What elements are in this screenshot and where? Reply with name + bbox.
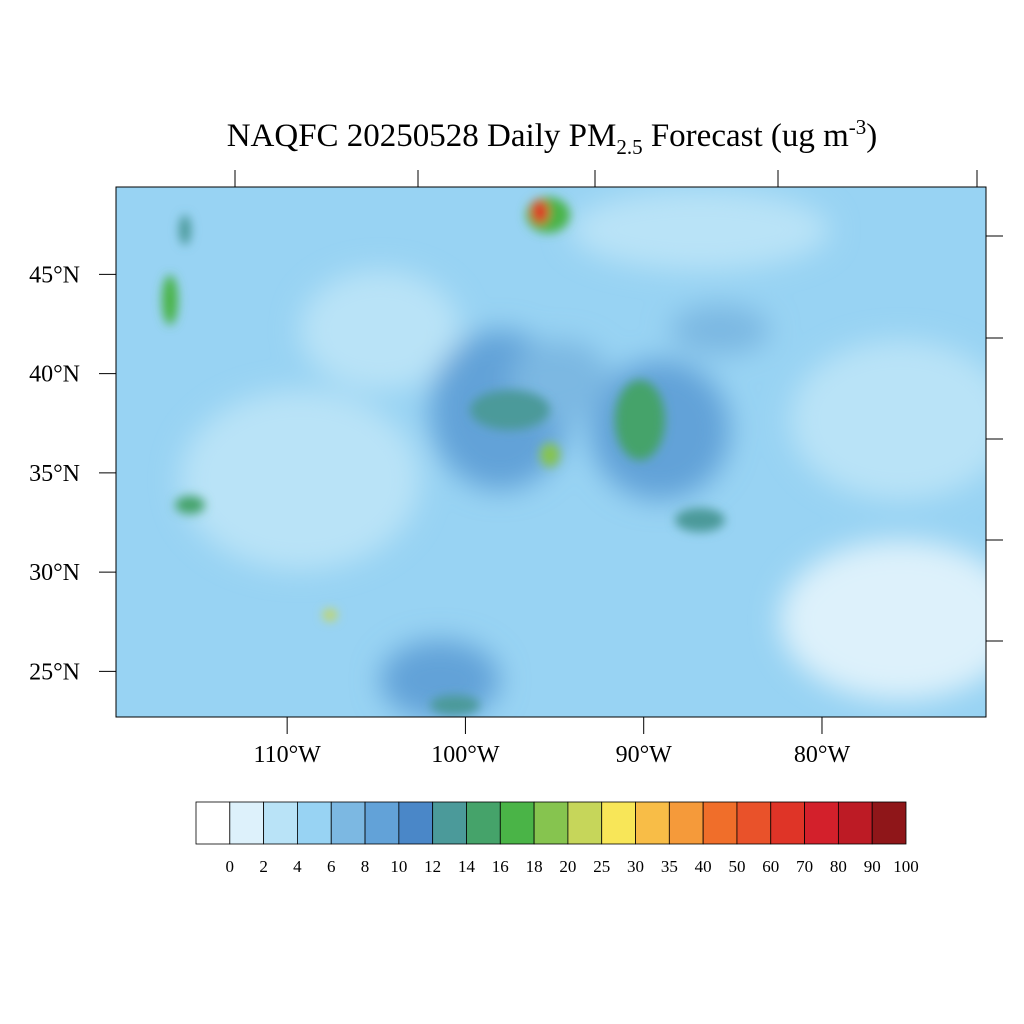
colorbar-box — [736, 801, 772, 845]
colorbar-label: 25 — [593, 857, 610, 876]
colorbar-box — [499, 801, 535, 845]
colorbar: 0 2 4 6 8 10 12 14 16 18 20 25 30 35 40 50 60 70 80 90 100 — [195, 801, 919, 876]
x-tick-label: 110°W — [253, 742, 321, 768]
colorbar-label: 35 — [661, 857, 678, 876]
y-tick-label: 40°N — [29, 362, 80, 388]
colorbar-box — [567, 801, 603, 845]
frame-ticks — [234, 170, 1003, 642]
colorbar-box — [297, 801, 332, 845]
title-main: NAQFC 20250528 Daily PM — [227, 118, 617, 154]
colorbar-label: 0 — [226, 857, 235, 876]
colorbar-label: 40 — [695, 857, 712, 876]
colorbar-label: 70 — [796, 857, 813, 876]
title-middle: Forecast (ug m — [643, 118, 850, 154]
colorbar-box — [804, 801, 839, 845]
colorbar-label: 8 — [361, 857, 370, 876]
title: NAQFC 20250528 Daily PM2.5 Forecast (ug … — [227, 115, 878, 159]
colorbar-box — [770, 801, 805, 845]
colorbar-box — [533, 801, 569, 845]
colorbar-label: 16 — [492, 857, 509, 876]
colorbar-box — [668, 801, 704, 845]
y-tick-label: 45°N — [29, 262, 80, 288]
colorbar-label: 18 — [526, 857, 543, 876]
title-subscript: 2.5 — [616, 135, 642, 159]
colorbar-box — [466, 801, 501, 845]
colorbar-box — [398, 801, 434, 845]
colorbar-label: 20 — [559, 857, 576, 876]
colorbar-label: 14 — [458, 857, 476, 876]
colorbar-label: 60 — [762, 857, 779, 876]
colorbar-box — [837, 801, 873, 845]
map-frame — [115, 186, 987, 718]
x-tick-label: 90°W — [616, 742, 673, 768]
colorbar-label: 10 — [390, 857, 407, 876]
colorbar-label: 4 — [293, 857, 302, 876]
map-field — [116, 187, 986, 717]
colorbar-box — [195, 801, 231, 845]
colorbar-box — [364, 801, 400, 845]
title-end: ) — [866, 118, 877, 154]
colorbar-box — [432, 801, 467, 845]
colorbar-label: 30 — [627, 857, 644, 876]
colorbar-label: 2 — [259, 857, 268, 876]
colorbar-box — [330, 801, 366, 845]
y-tick-label: 30°N — [29, 560, 80, 586]
x-tick-label: 80°W — [794, 742, 851, 768]
colorbar-box — [601, 801, 636, 845]
colorbar-label: 90 — [864, 857, 881, 876]
y-tick-label: 25°N — [29, 659, 80, 685]
axes: 110°W 100°W 90°W 80°W 45°N 40°N 35°N 30°N 25°N — [29, 262, 850, 768]
colorbar-box — [263, 801, 298, 845]
colorbar-label: 80 — [830, 857, 847, 876]
y-tick-label: 35°N — [29, 461, 80, 487]
colorbar-label: 6 — [327, 857, 336, 876]
title-superscript: -3 — [849, 115, 867, 139]
colorbar-label: 12 — [424, 857, 441, 876]
colorbar-box — [229, 801, 265, 845]
x-tick-label: 100°W — [431, 742, 500, 768]
colorbar-box — [702, 801, 738, 845]
colorbar-label: 50 — [728, 857, 745, 876]
colorbar-box — [871, 801, 907, 845]
colorbar-box — [635, 801, 670, 845]
colorbar-label: 100 — [893, 857, 919, 876]
